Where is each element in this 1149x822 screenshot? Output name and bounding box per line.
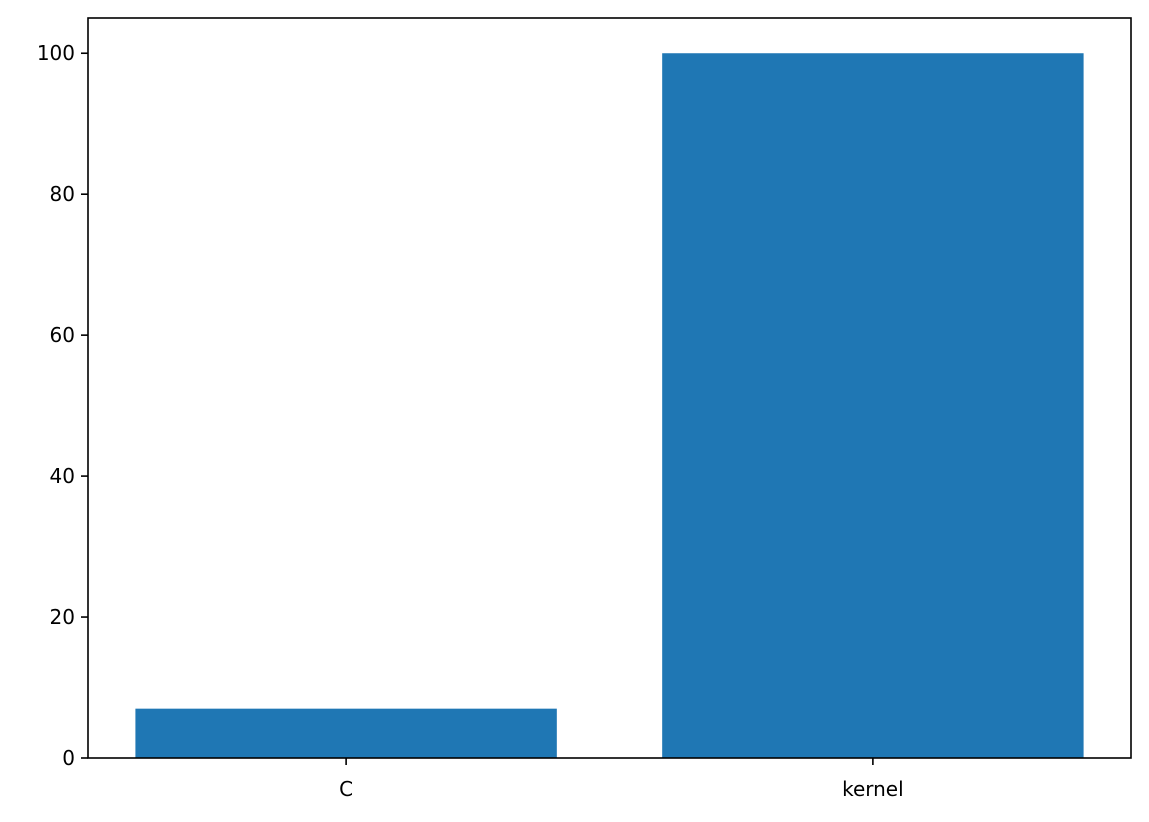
axes-spines	[87, 17, 1132, 759]
y-tick-label: 100	[37, 41, 75, 65]
bar-c	[135, 708, 557, 758]
bar-kernel	[662, 53, 1084, 758]
y-axis: 0 20 40 60 80 100	[37, 41, 88, 770]
y-tick-label: 0	[62, 746, 75, 770]
plot-frame	[87, 17, 1132, 759]
y-tick-label: 80	[50, 182, 75, 206]
bars-layer	[135, 53, 1084, 758]
y-tick-label: 20	[50, 605, 75, 629]
y-tick-label: 60	[50, 323, 75, 347]
x-tick-label-kernel: kernel	[842, 777, 904, 801]
x-tick-label-c: C	[339, 777, 353, 801]
y-tick-label: 40	[50, 464, 75, 488]
